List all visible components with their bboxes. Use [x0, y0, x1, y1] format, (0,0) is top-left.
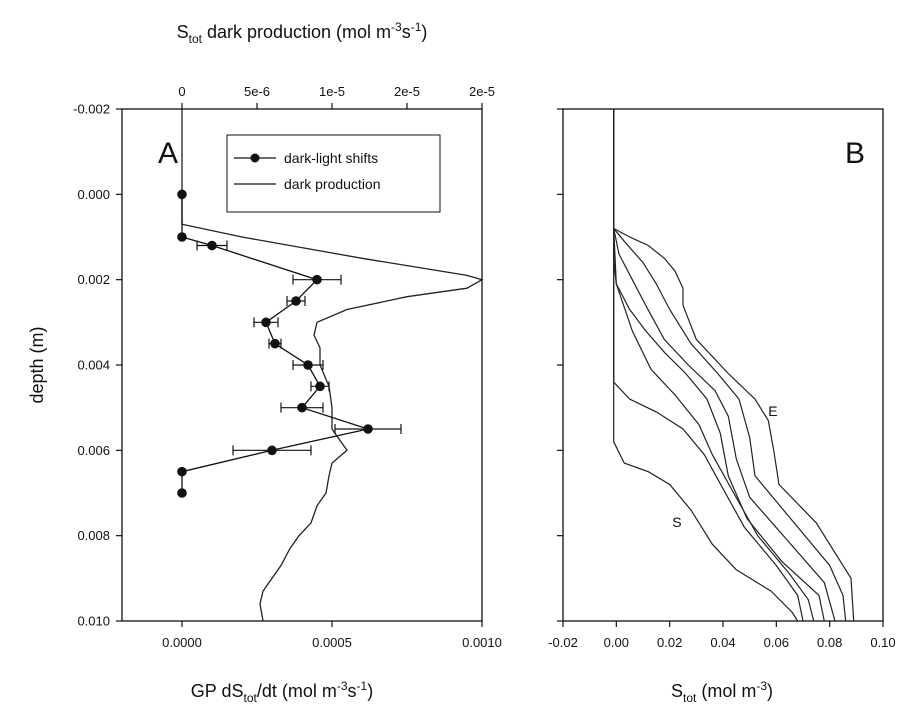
x-tick-label-b: 0.00 — [604, 635, 629, 650]
x-tick-label-a-top: 5e-6 — [244, 84, 270, 99]
x-tick-label-a-top: 0 — [178, 84, 185, 99]
y-tick-label-a: 0.004 — [77, 358, 110, 373]
stot-profile-line — [613, 109, 855, 622]
x-tick-label-b: 0.02 — [657, 635, 682, 650]
stot-profile-line — [613, 109, 799, 622]
data-point — [270, 338, 280, 349]
x-tick-label-b: 0.06 — [764, 635, 789, 650]
curve-label-e: E — [768, 403, 777, 419]
data-point — [312, 274, 322, 285]
x-tick-label-a-top: 2e-5 — [394, 84, 420, 99]
data-point — [177, 232, 187, 242]
y-tick-label-a: 0.008 — [77, 528, 110, 543]
y-tick-label-a: 0.000 — [77, 187, 110, 202]
panel-a-ticks: -0.002 0.000 0.002 0.004 0.006 0.008 0.010 0.00… — [73, 84, 502, 650]
data-point — [177, 466, 187, 477]
y-tick-label-a: 0.006 — [77, 443, 110, 458]
x-tick-label-a-top: 1e-5 — [319, 84, 345, 99]
x-tick-label-a-top: 2e-5 — [469, 84, 495, 99]
data-point — [291, 296, 301, 306]
x-tick-label-b: -0.02 — [548, 635, 578, 650]
x-tick-label-a-bottom: 0.0010 — [462, 635, 502, 650]
y-tick-label-a: 0.002 — [77, 272, 110, 287]
stot-profile-line — [613, 109, 847, 622]
legend: dark-light shifts dark production — [226, 134, 441, 213]
stot-profile-line — [613, 109, 815, 622]
dark-light-shifts-line — [181, 194, 371, 493]
x-tick-label-b: 0.08 — [817, 635, 842, 650]
stot-profile-line — [613, 109, 825, 622]
legend-item-production: dark production — [284, 176, 381, 192]
panel-a-top-xlabel: Stot dark production (mol m-3s-1) — [177, 20, 428, 46]
legend-item-shifts: dark-light shifts — [284, 150, 378, 166]
x-tick-label-a-bottom: 0.0005 — [312, 635, 352, 650]
panel-a-bottom-xlabel: GP dStot/dt (mol m-3s-1) — [191, 679, 373, 705]
panel-b-frame — [562, 108, 884, 622]
panel-b-xlabel: Stot (mol m-3) — [671, 679, 773, 705]
y-tick-label-a: -0.002 — [73, 102, 110, 117]
stot-profile-line — [613, 109, 804, 622]
data-point — [207, 240, 217, 251]
y-tick-label-a: 0.010 — [77, 614, 110, 629]
data-point — [315, 381, 325, 392]
data-point — [363, 424, 373, 434]
data-point — [267, 445, 277, 456]
legend-marker-dot — [250, 153, 260, 163]
panel-a-ylabel: depth (m) — [27, 326, 47, 403]
x-tick-label-b: 0.10 — [870, 635, 895, 650]
x-tick-label-b: 0.04 — [710, 635, 735, 650]
panel-a-label: A — [158, 137, 178, 170]
stot-profile-line — [613, 109, 836, 622]
curve-label-s: S — [672, 514, 681, 530]
data-point — [177, 488, 187, 498]
legend-box — [226, 134, 441, 213]
data-point — [297, 402, 307, 413]
dark-production-line — [181, 109, 484, 622]
panel-b-label: B — [845, 137, 865, 170]
data-point — [177, 189, 187, 200]
x-tick-label-a-bottom: 0.0000 — [162, 635, 202, 650]
data-point — [261, 317, 271, 328]
panel-a-data — [177, 109, 484, 622]
data-point — [303, 360, 313, 370]
panel-b-data — [613, 109, 855, 622]
panel-b-ticks: -0.02 0.00 0.02 0.04 0.06 0.08 0.10 — [548, 108, 896, 650]
